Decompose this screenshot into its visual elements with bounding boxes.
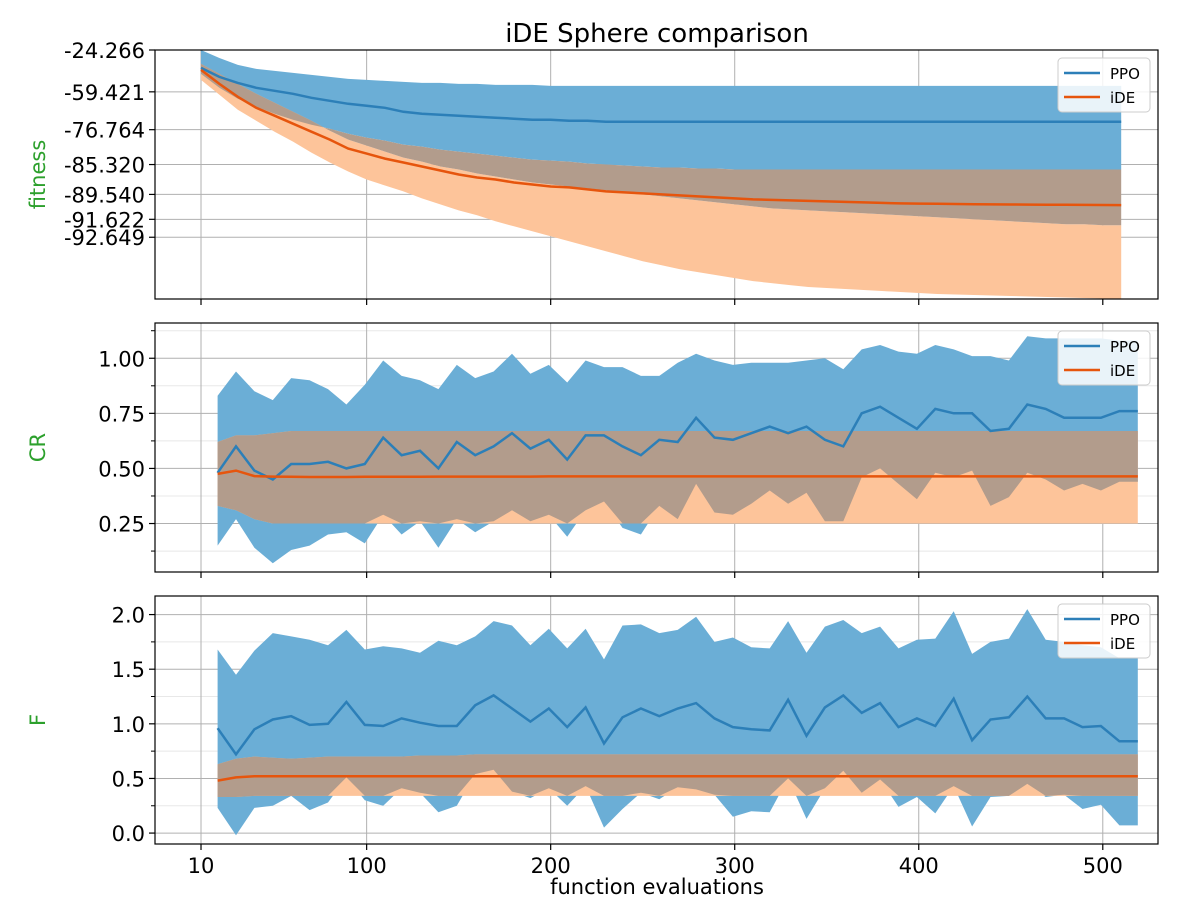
panel-f: 0.0 0.5 1.0 1.5 2.0 F PPO iDE (26, 595, 1159, 850)
legend-box (1057, 57, 1151, 113)
bands (200, 50, 1122, 299)
ppo-line (216, 693, 1138, 757)
y-tick-label: -24.266 (64, 39, 145, 63)
y-tick-label: 0.75 (98, 402, 145, 426)
legend-label: PPO (1110, 611, 1140, 629)
y-axis-label: F (26, 714, 50, 726)
plot-frame (154, 322, 1159, 573)
plot-frame (154, 595, 1159, 845)
y-tick-label: 0.50 (98, 457, 145, 481)
x-tick-label: 200 (531, 854, 571, 878)
ppo-line (216, 403, 1138, 481)
legend-box (1057, 330, 1151, 386)
y-tick-label: -85.320 (64, 154, 145, 178)
ide-line (217, 469, 1138, 479)
ppo-line (200, 66, 1122, 123)
x-tick-label: 400 (899, 854, 939, 878)
legend-label: PPO (1110, 65, 1140, 83)
y-tick-label: 0.25 (98, 513, 145, 537)
chart-title: iDE Sphere comparison (505, 19, 809, 49)
y-tick-label: 2.0 (112, 604, 145, 628)
y-tick-label: 1.0 (112, 713, 145, 737)
panel-cr: 0.25 0.50 0.75 1.00 CR PPO iDE (26, 322, 1159, 578)
x-tick-label: 300 (715, 854, 755, 878)
y-tick-label: -76.764 (64, 119, 145, 143)
y-tick-label: -91.622 (64, 208, 145, 232)
legend-label: iDE (1110, 362, 1135, 380)
legend-label: iDE (1110, 89, 1135, 107)
y-tick-label: 0.0 (112, 822, 145, 846)
legend-box (1057, 603, 1151, 659)
y-tick-label: 0.5 (112, 767, 145, 791)
y-axis-label: CR (26, 433, 50, 462)
x-tick-label: 10 (188, 854, 215, 878)
panel-fitness: -24.266 -59.421 -76.764 -85.320 -89.540-91.6… (26, 39, 1159, 305)
ide-line (217, 775, 1138, 782)
legend-label: iDE (1110, 635, 1135, 653)
bands (216, 609, 1138, 836)
x-tick-label: 500 (1083, 854, 1123, 878)
ide-line (200, 68, 1122, 207)
x-axis-label: function evaluations (550, 875, 764, 899)
y-tick-label: -89.540 (64, 183, 145, 207)
bands (216, 336, 1138, 564)
legend-label: PPO (1110, 338, 1140, 356)
y-axis-label: fitness (26, 140, 50, 210)
plot-frame (154, 49, 1159, 300)
ide-band (201, 63, 1122, 299)
x-tick-label: 100 (347, 854, 387, 878)
y-tick-label: 1.00 (98, 347, 145, 371)
ppo-band (201, 50, 1122, 170)
y-tick-label: -59.421 (64, 81, 145, 105)
overlap-band (201, 63, 1122, 226)
y-tick-label: 1.5 (112, 658, 145, 682)
y-tick-label: -92.649 (64, 226, 145, 250)
